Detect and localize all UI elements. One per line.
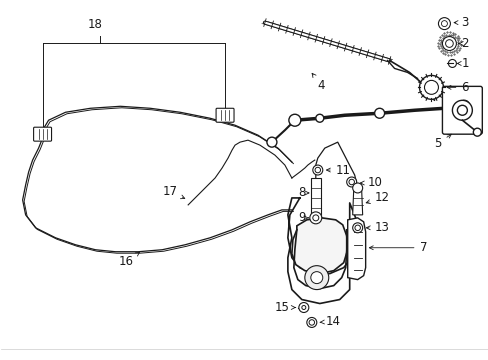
Text: 1: 1 [456,57,468,70]
Text: 6: 6 [446,81,468,94]
Circle shape [348,179,354,185]
Text: 5: 5 [433,134,450,150]
Circle shape [312,165,322,175]
Circle shape [451,100,471,120]
Circle shape [308,320,314,325]
FancyBboxPatch shape [442,86,481,134]
Circle shape [346,177,356,187]
Text: 8: 8 [297,186,308,199]
Polygon shape [352,190,362,215]
Text: 15: 15 [274,301,295,314]
Circle shape [442,37,455,50]
Circle shape [352,223,362,233]
Circle shape [315,114,323,122]
Text: 10: 10 [360,176,382,189]
FancyBboxPatch shape [34,127,51,141]
Circle shape [288,114,300,126]
Circle shape [419,75,443,99]
Text: 16: 16 [118,252,139,268]
Circle shape [310,272,322,284]
Text: 13: 13 [366,221,389,234]
Circle shape [306,318,316,328]
Circle shape [304,266,328,289]
FancyBboxPatch shape [216,108,234,122]
Circle shape [352,183,362,193]
Text: 11: 11 [326,163,350,176]
Circle shape [354,225,360,230]
Circle shape [438,18,449,30]
Circle shape [447,59,455,67]
Circle shape [298,302,308,312]
Circle shape [266,137,276,147]
Text: 3: 3 [453,16,468,29]
Circle shape [456,105,467,115]
Circle shape [445,40,452,48]
Text: 7: 7 [368,241,426,254]
Text: 18: 18 [88,18,102,31]
Text: 12: 12 [366,192,389,204]
Circle shape [314,167,320,173]
Text: 9: 9 [297,211,307,224]
Polygon shape [347,218,365,280]
Circle shape [374,108,384,118]
Circle shape [301,306,305,310]
Circle shape [309,212,321,224]
Polygon shape [291,218,347,274]
Text: 4: 4 [311,73,325,92]
Circle shape [472,128,480,136]
Circle shape [441,21,447,27]
Text: 14: 14 [320,315,340,328]
Text: 17: 17 [162,185,184,199]
Polygon shape [310,178,320,216]
Circle shape [458,100,468,110]
Circle shape [312,215,318,221]
Circle shape [424,80,438,94]
Text: 2: 2 [458,37,468,50]
